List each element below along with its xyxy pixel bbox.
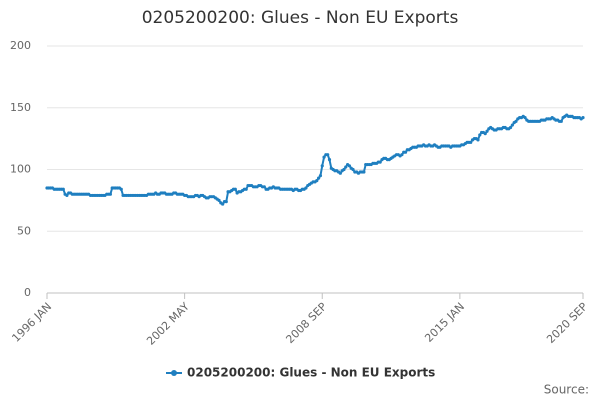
data-point [347, 164, 352, 168]
data-point [65, 193, 69, 198]
legend-marker [171, 370, 177, 376]
y-tick-label: 150 [10, 101, 31, 114]
data-point [322, 155, 326, 159]
data-point [559, 119, 563, 123]
data-point [244, 187, 248, 191]
data-point [362, 170, 366, 174]
data-point [476, 138, 480, 142]
data-point [581, 116, 585, 120]
data-point [326, 153, 330, 157]
data-point [510, 123, 514, 127]
data-point [317, 176, 321, 180]
data-point [344, 165, 348, 169]
data-point [320, 164, 324, 168]
source: Source: [544, 383, 589, 397]
data-point [224, 200, 228, 204]
data-point [262, 185, 266, 189]
data-point [483, 132, 487, 136]
y-tick-label: 0 [24, 286, 31, 299]
data-point [217, 198, 221, 202]
data-point [338, 171, 342, 175]
x-tick-label: 2015 JAN [422, 300, 467, 345]
data-point [221, 202, 225, 206]
y-tick-label: 200 [10, 39, 31, 52]
data-point [61, 187, 65, 191]
x-tick-label: 1996 JAN [9, 300, 54, 345]
data-point [523, 116, 527, 120]
data-point [233, 187, 237, 191]
data-point [318, 174, 323, 178]
y-tick-label: 50 [17, 224, 31, 237]
data-point [478, 133, 482, 137]
legend-label: 0205200200: Glues - Non EU Exports [187, 366, 435, 380]
data-point [304, 186, 308, 190]
data-point [508, 125, 513, 130]
data-point [469, 140, 473, 144]
data-point [327, 158, 332, 162]
chart-title: 0205200200: Glues - Non EU Exports [142, 8, 459, 28]
data-point [400, 153, 404, 157]
y-tick-label: 100 [10, 163, 31, 176]
data-point [403, 150, 408, 154]
x-tick-label: 2002 MAY [144, 300, 192, 348]
data-point [315, 179, 319, 183]
x-tick-label: 2008 SEP [283, 300, 329, 346]
data-point [342, 167, 346, 172]
data-point [351, 167, 355, 172]
data-point [119, 187, 123, 191]
data-point [108, 192, 112, 196]
x-tick-label: 2020 SEP [544, 300, 590, 346]
data-point [485, 129, 489, 133]
data-point [378, 160, 382, 164]
data-point [514, 119, 518, 123]
